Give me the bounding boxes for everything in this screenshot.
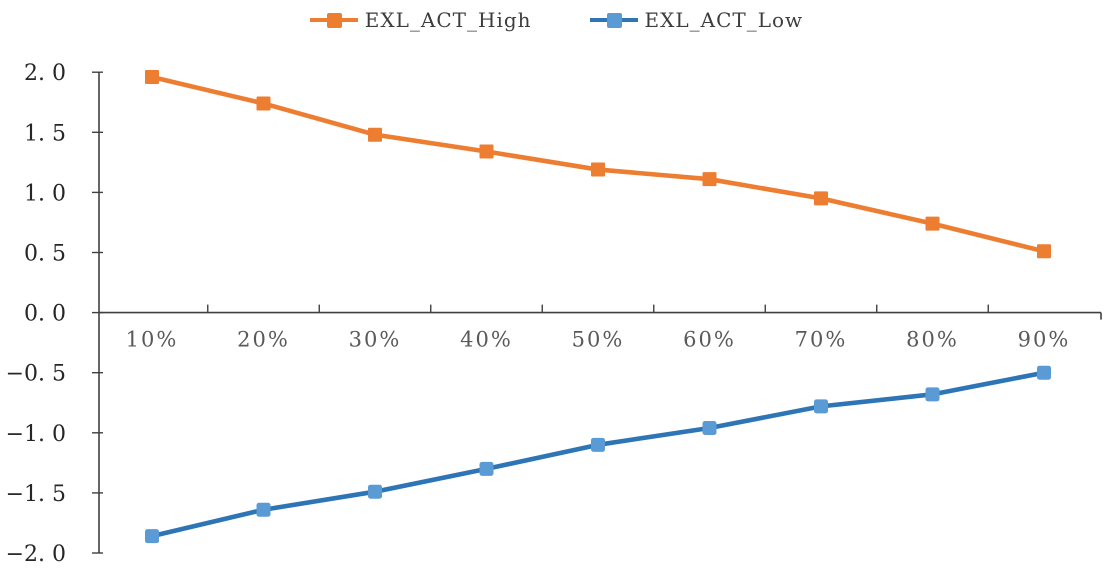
legend-label-low: EXL_ACT_Low bbox=[644, 8, 804, 32]
y-tick-label: 0. 5 bbox=[24, 242, 66, 267]
legend-marker-high-icon bbox=[309, 12, 358, 28]
data-point-EXL_ACT_High-50% bbox=[591, 162, 605, 177]
data-point-EXL_ACT_High-30% bbox=[368, 127, 382, 142]
legend-marker-low-icon bbox=[589, 12, 638, 28]
x-tick-label: 10% bbox=[126, 328, 179, 352]
x-tick-label: 30% bbox=[349, 328, 402, 352]
x-tick-label: 40% bbox=[460, 328, 513, 352]
y-tick-label: −1. 5 bbox=[6, 482, 66, 507]
y-tick-label: −1. 0 bbox=[6, 422, 66, 447]
legend-item-high: EXL_ACT_High bbox=[309, 8, 532, 32]
data-point-EXL_ACT_High-20% bbox=[256, 96, 271, 111]
data-point-EXL_ACT_Low-90% bbox=[1037, 365, 1051, 380]
x-tick-label: 90% bbox=[1018, 328, 1071, 352]
data-point-EXL_ACT_Low-60% bbox=[702, 420, 717, 435]
data-point-EXL_ACT_Low-70% bbox=[814, 399, 828, 414]
legend-item-low: EXL_ACT_Low bbox=[589, 8, 804, 32]
data-point-EXL_ACT_High-10% bbox=[145, 70, 159, 85]
data-point-EXL_ACT_High-70% bbox=[814, 191, 828, 206]
chart-legend: EXL_ACT_High EXL_ACT_Low bbox=[0, 8, 1113, 32]
data-point-EXL_ACT_High-90% bbox=[1037, 244, 1051, 259]
legend-label-high: EXL_ACT_High bbox=[364, 8, 532, 32]
y-tick-label: 0. 0 bbox=[24, 302, 66, 327]
y-tick-label: −2. 0 bbox=[6, 542, 66, 567]
data-point-EXL_ACT_High-60% bbox=[702, 172, 717, 187]
data-point-EXL_ACT_High-40% bbox=[479, 144, 494, 159]
data-point-EXL_ACT_Low-80% bbox=[925, 387, 940, 402]
x-tick-label: 80% bbox=[906, 328, 959, 352]
data-series bbox=[145, 70, 1051, 544]
x-tick-label: 20% bbox=[237, 328, 290, 352]
data-point-EXL_ACT_Low-40% bbox=[479, 461, 494, 476]
data-point-EXL_ACT_Low-30% bbox=[368, 484, 382, 499]
series-line-EXL_ACT_Low bbox=[149, 370, 1047, 539]
data-point-EXL_ACT_Low-20% bbox=[256, 502, 271, 517]
y-tick-label: −0. 5 bbox=[6, 362, 66, 387]
x-tick-label: 70% bbox=[795, 328, 848, 352]
y-tick-label: 1. 0 bbox=[24, 181, 66, 206]
axes bbox=[92, 71, 1102, 554]
data-point-EXL_ACT_Low-50% bbox=[591, 437, 605, 452]
data-point-EXL_ACT_High-80% bbox=[925, 216, 940, 231]
x-tick-label: 60% bbox=[683, 328, 736, 352]
y-tick-label: 1. 5 bbox=[24, 121, 66, 146]
x-tick-label: 50% bbox=[572, 328, 625, 352]
axis-labels: 2. 0 1. 5 1. 0 0. 5 0. 0 −0. 5 −1. 0 −1. 5 −2. 0… bbox=[6, 61, 1071, 567]
y-tick-label: 2. 0 bbox=[24, 61, 66, 86]
data-point-EXL_ACT_Low-10% bbox=[145, 529, 159, 544]
